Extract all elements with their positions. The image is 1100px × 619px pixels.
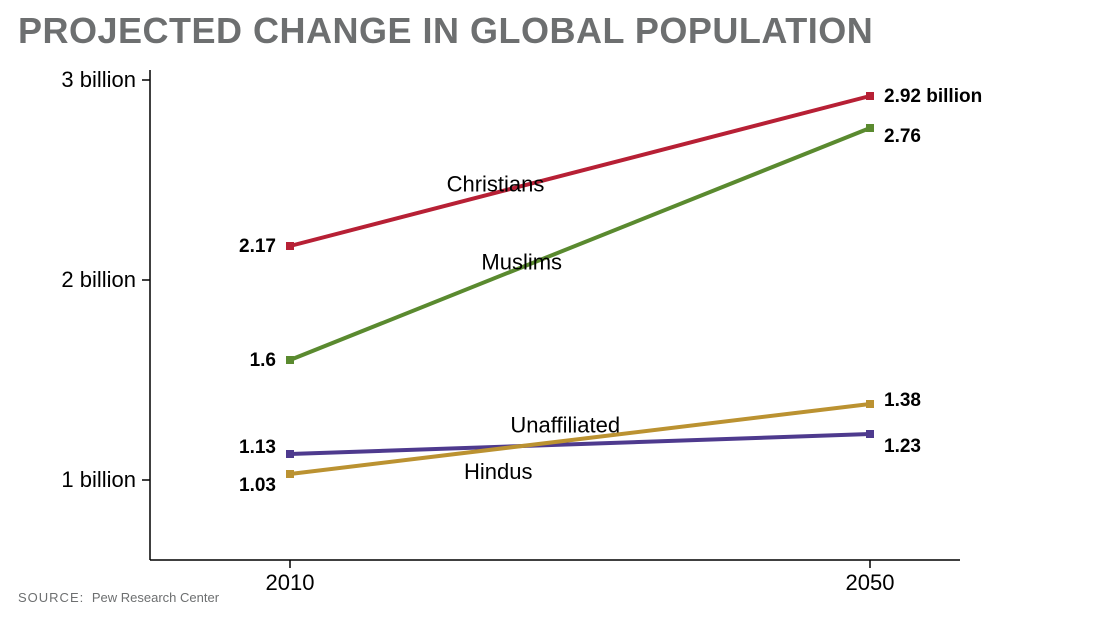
value-label-end: 2.76: [884, 126, 921, 147]
series-label: Unaffiliated: [510, 412, 620, 437]
value-label-start: 1.13: [239, 437, 276, 458]
series-marker: [286, 450, 294, 458]
x-tick-label: 2010: [266, 570, 315, 595]
value-label-end: 2.92 billion: [884, 86, 982, 107]
source-label: SOURCE:: [18, 590, 84, 605]
series-marker: [286, 470, 294, 478]
series-label: Hindus: [464, 459, 532, 484]
y-tick-label: 3 billion: [61, 67, 136, 92]
series-marker: [866, 430, 874, 438]
series-marker: [866, 124, 874, 132]
x-tick-label: 2050: [846, 570, 895, 595]
value-label-start: 1.6: [250, 350, 276, 371]
source-line: SOURCE: Pew Research Center: [18, 590, 219, 605]
series-marker: [866, 92, 874, 100]
line-chart: 1 billion 2 billion 3 billion 2010 2050 2.17 2…: [0, 0, 1100, 619]
value-label-start: 1.03: [239, 475, 276, 496]
series-label: Christians: [447, 172, 545, 197]
value-label-start: 2.17: [239, 236, 276, 257]
source-value: Pew Research Center: [92, 590, 219, 605]
y-tick-label: 1 billion: [61, 467, 136, 492]
value-label-end: 1.38: [884, 390, 921, 411]
y-tick-label: 2 billion: [61, 267, 136, 292]
series-line: [290, 96, 870, 246]
value-label-end: 1.23: [884, 436, 921, 457]
series-marker: [286, 356, 294, 364]
series-marker: [286, 242, 294, 250]
series-label: Muslims: [481, 249, 562, 274]
series-marker: [866, 400, 874, 408]
series-line: [290, 128, 870, 360]
